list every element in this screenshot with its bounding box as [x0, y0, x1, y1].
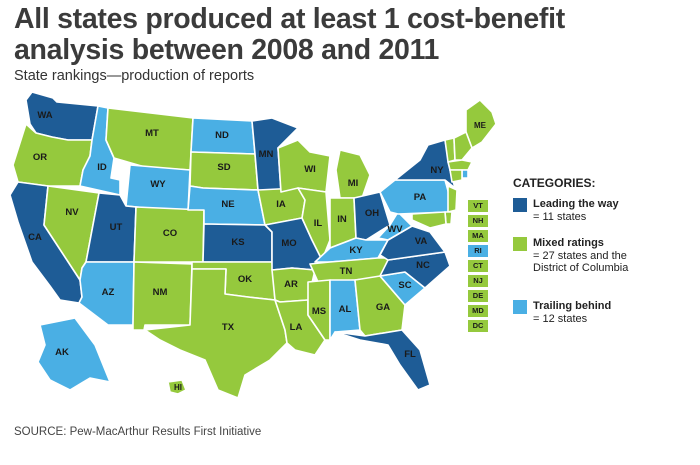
map-label-WY: WY	[150, 179, 166, 190]
map-label-UT: UT	[110, 222, 123, 233]
map-label-ND: ND	[215, 130, 229, 141]
small-state-ct[interactable]: CT	[468, 260, 488, 272]
chart-title: All states produced at least 1 cost-bene…	[14, 3, 565, 66]
legend-lead-label: Leading the way	[533, 198, 619, 210]
state-MS[interactable]	[307, 279, 331, 341]
legend-mixed-label: Mixed ratings	[533, 237, 604, 249]
small-state-ri[interactable]: RI	[468, 245, 488, 257]
map-label-WA: WA	[37, 110, 52, 121]
map-label-WV: WV	[387, 224, 403, 235]
state-NJ[interactable]	[447, 185, 458, 213]
state-HI[interactable]	[167, 379, 187, 395]
map-label-MS: MS	[312, 306, 326, 317]
state-NH[interactable]	[453, 131, 473, 161]
small-state-ma[interactable]: MA	[468, 230, 488, 242]
map-label-SC: SC	[398, 280, 411, 291]
small-state-vt[interactable]: VT	[468, 200, 488, 212]
map-label-AL: AL	[339, 304, 352, 315]
map-label-NV: NV	[65, 207, 79, 218]
state-AK[interactable]	[37, 317, 111, 391]
map-label-IA: IA	[276, 199, 286, 210]
map-label-NM: NM	[153, 287, 168, 298]
map-label-TN: TN	[340, 266, 353, 277]
map-label-OH: OH	[365, 208, 379, 219]
state-AL[interactable]	[329, 279, 361, 341]
map-label-OK: OK	[238, 274, 252, 285]
state-WV[interactable]	[377, 211, 413, 241]
map-label-ME: ME	[474, 121, 487, 130]
map-label-AZ: AZ	[102, 287, 115, 298]
map-label-MT: MT	[145, 128, 159, 139]
legend-mixed-count: = 27 states and the District of Columbia	[533, 249, 629, 275]
map-label-NY: NY	[430, 165, 444, 176]
map-label-PA: PA	[414, 192, 427, 203]
map-label-LA: LA	[290, 322, 303, 333]
legend-item-mixed: Mixed ratings = 27 states and the Distri…	[513, 237, 633, 275]
legend-item-lead: Leading the way = 11 states	[513, 198, 633, 223]
legend-trail-label: Trailing behind	[533, 300, 612, 312]
map-label-AK: AK	[55, 347, 69, 358]
state-WI[interactable]	[277, 139, 331, 193]
state-MI[interactable]	[335, 149, 371, 199]
map-label-MI: MI	[348, 178, 359, 189]
map-label-NE: NE	[221, 199, 234, 210]
state-TX[interactable]	[144, 268, 288, 399]
map-label-GA: GA	[376, 302, 390, 313]
small-state-nh[interactable]: NH	[468, 215, 488, 227]
legend-swatch-mixed	[513, 237, 527, 251]
legend-item-trail: Trailing behind = 12 states	[513, 300, 633, 325]
legend-swatch-trail	[513, 300, 527, 314]
state-MA[interactable]	[447, 159, 473, 171]
map-label-IN: IN	[337, 214, 347, 225]
state-MT[interactable]	[105, 107, 194, 171]
map-label-HI: HI	[174, 383, 182, 392]
map-label-IL: IL	[314, 218, 323, 229]
small-state-de[interactable]: DE	[468, 290, 488, 302]
map-label-SD: SD	[217, 162, 230, 173]
legend-title: CATEGORIES:	[513, 176, 596, 190]
state-CT[interactable]	[449, 169, 463, 183]
state-LA[interactable]	[274, 299, 326, 356]
map-label-MN: MN	[259, 149, 274, 160]
small-state-dc[interactable]: DC	[468, 320, 488, 332]
map-label-ID: ID	[97, 162, 107, 173]
map-label-VA: VA	[415, 236, 428, 247]
map-label-CO: CO	[163, 228, 177, 239]
map-label-NC: NC	[416, 260, 430, 271]
state-IL[interactable]	[297, 187, 331, 261]
state-FL[interactable]	[334, 329, 431, 391]
state-RI[interactable]	[461, 169, 469, 179]
map-label-KS: KS	[231, 237, 244, 248]
map-label-AR: AR	[284, 279, 298, 290]
legend-swatch-lead	[513, 198, 527, 212]
legend-lead-count: = 11 states	[533, 210, 587, 223]
map-label-CA: CA	[28, 232, 42, 243]
chart-subtitle: State rankings—production of reports	[14, 68, 255, 84]
state-MD[interactable]	[411, 211, 447, 229]
map-label-KY: KY	[349, 245, 363, 256]
map-label-WI: WI	[304, 164, 316, 175]
source-note: SOURCE: Pew-MacArthur Results First Init…	[14, 426, 262, 438]
small-state-nj[interactable]: NJ	[468, 275, 488, 287]
legend-trail-count: = 12 states	[533, 312, 588, 325]
map-label-TX: TX	[222, 322, 235, 333]
small-state-md[interactable]: MD	[468, 305, 488, 317]
map-label-MO: MO	[281, 238, 296, 249]
map-label-FL: FL	[404, 349, 416, 360]
map-label-OR: OR	[33, 152, 47, 163]
state-OH[interactable]	[353, 191, 391, 241]
